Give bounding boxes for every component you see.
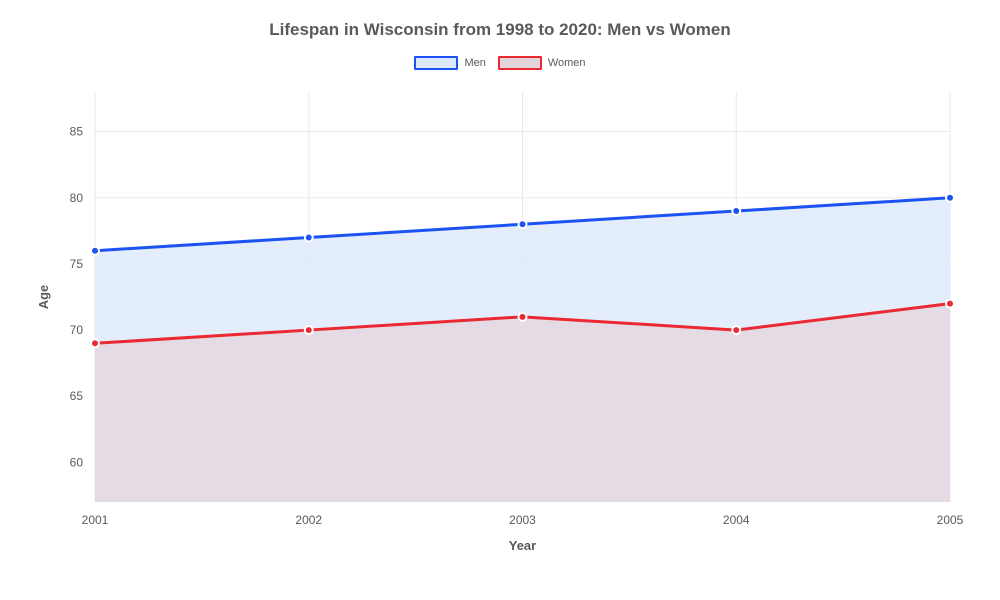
y-tick-label: 75 [70,257,84,271]
x-tick-label: 2001 [82,513,109,527]
x-tick-label: 2004 [723,513,750,527]
marker-women [732,326,740,334]
marker-women [519,313,527,321]
x-tick-label: 2005 [937,513,964,527]
y-axis-label: Age [36,285,51,310]
marker-men [305,233,313,241]
plot-area: 2001 2002 2003 2004 2005 60 65 70 75 80 85 Year Age [30,82,970,562]
chart-svg: 2001 2002 2003 2004 2005 60 65 70 75 80 85 Year Age [30,82,970,562]
legend-item-women: Women [498,56,586,70]
legend-item-men: Men [414,56,485,70]
marker-men [519,220,527,228]
marker-women [305,326,313,334]
legend-swatch-women [498,56,542,70]
y-tick-label: 70 [70,323,84,337]
y-tick-label: 65 [70,389,84,403]
chart-container: Lifespan in Wisconsin from 1998 to 2020:… [0,0,1000,600]
y-tick-label: 80 [70,191,84,205]
x-tick-label: 2003 [509,513,536,527]
y-tick-label: 85 [70,125,84,139]
marker-men [732,207,740,215]
x-tick-label: 2002 [295,513,322,527]
marker-men [946,194,954,202]
y-tick-label: 60 [70,455,84,469]
legend-label-men: Men [464,57,485,69]
chart-title: Lifespan in Wisconsin from 1998 to 2020:… [30,20,970,40]
x-axis-label: Year [509,538,536,553]
legend-label-women: Women [548,57,586,69]
marker-women [946,300,954,308]
legend: Men Women [30,56,970,70]
marker-women [91,339,99,347]
marker-men [91,247,99,255]
legend-swatch-men [414,56,458,70]
